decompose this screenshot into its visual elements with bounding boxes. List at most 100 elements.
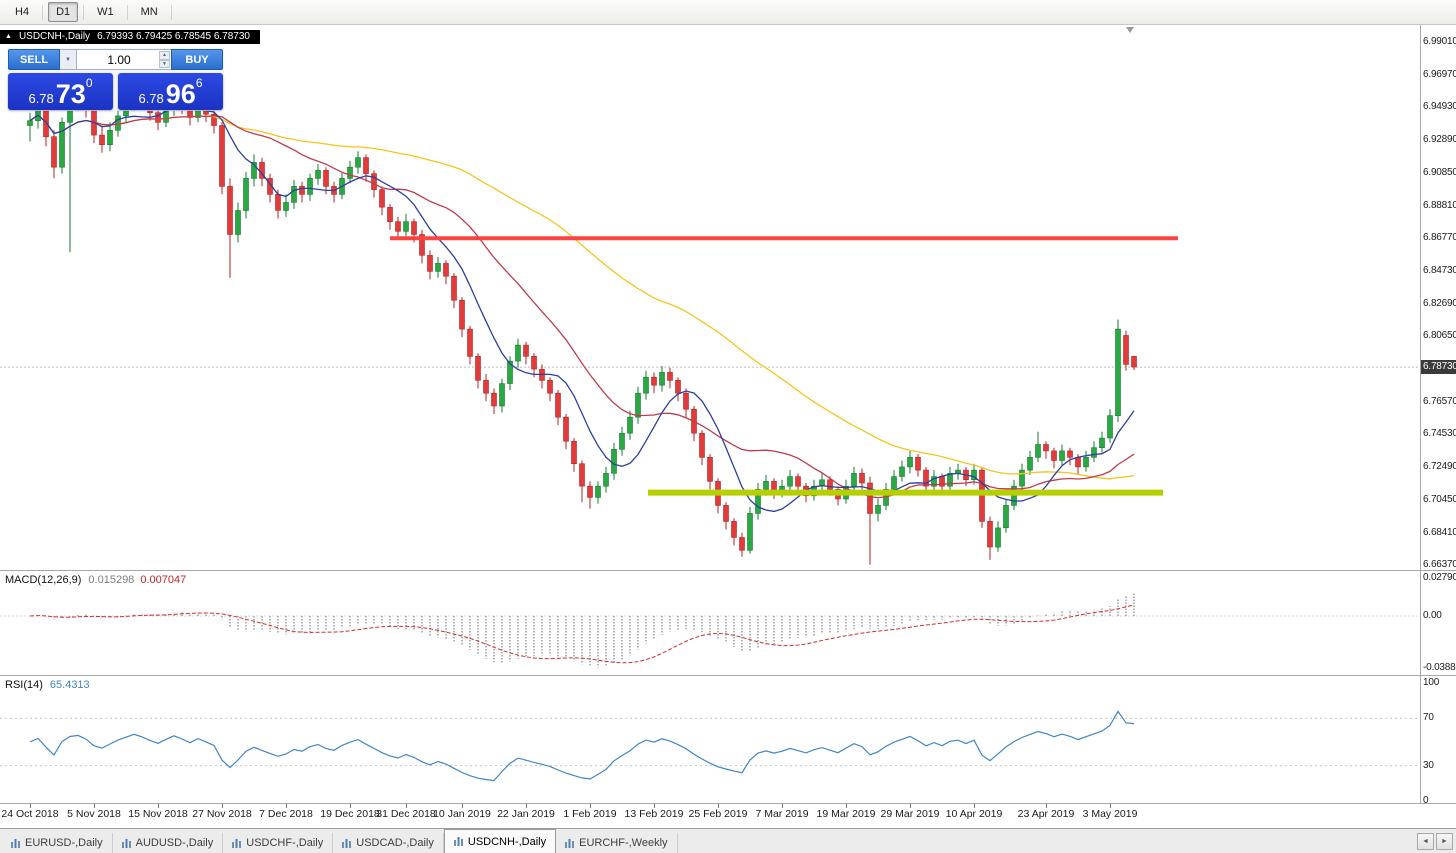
macd-pane[interactable] — [0, 571, 1420, 675]
rsi-name: RSI(14) — [5, 679, 43, 691]
candle-body — [1035, 444, 1041, 458]
chart-ohlc-bar: ▲ USDCNH-,Daily 6.79393 6.79425 6.78545 … — [0, 30, 260, 44]
candle-body — [699, 432, 705, 458]
candle-body — [1107, 415, 1113, 439]
candle-body — [555, 392, 561, 418]
chart-tab-audusd[interactable]: AUDUSD-,Daily — [113, 833, 224, 853]
buy-price-big: 96 — [165, 79, 196, 109]
timeframe-button-h4[interactable]: H4 — [15, 6, 30, 18]
price-axis-label: 6.90850 — [1423, 166, 1456, 178]
buy-button[interactable]: BUY — [171, 49, 223, 70]
time-axis-label: 23 Apr 2019 — [1017, 808, 1075, 820]
volume-down-icon[interactable]: ▼ — [159, 59, 170, 68]
candle-body — [795, 476, 801, 487]
candle-body — [651, 376, 657, 386]
chart-tab-eurusd[interactable]: EURUSD-,Daily — [2, 833, 113, 853]
time-axis-label: 29 Mar 2019 — [880, 808, 940, 820]
tab-scroll-right-button[interactable]: ► — [1436, 833, 1453, 850]
sell-button[interactable]: SELL — [8, 49, 60, 70]
time-axis-label: 7 Mar 2019 — [755, 808, 809, 820]
candle-body — [899, 466, 905, 477]
moving-average-line-21 — [29, 114, 1135, 499]
candle-body — [387, 207, 393, 223]
candle-body — [739, 537, 745, 551]
candle-body — [99, 134, 105, 145]
candle-body — [635, 392, 641, 418]
chart-tab-eurchf[interactable]: EURCHF-,Weekly — [556, 833, 678, 853]
candle-body — [251, 162, 257, 179]
time-axis-label: 22 Jan 2019 — [497, 808, 555, 820]
toolbar-divider — [42, 4, 44, 20]
price-axis-label: 6.66370 — [1423, 559, 1456, 571]
candle-body — [827, 479, 833, 490]
buy-price-sup: 6 — [195, 76, 203, 90]
time-axis-tick — [526, 804, 527, 808]
candle-body — [363, 157, 369, 174]
candle-body — [475, 355, 481, 381]
candle-body — [987, 521, 993, 548]
candle-body — [755, 489, 761, 514]
candle-body — [235, 210, 241, 235]
macd-signal-line — [29, 604, 1135, 664]
candle-body — [323, 170, 329, 187]
chart-tab-usdcnh[interactable]: USDCNH-,Daily — [443, 829, 557, 853]
price-axis-label: 6.99010 — [1423, 36, 1456, 47]
time-axis-tick — [222, 804, 223, 808]
volume-up-icon[interactable]: ▲ — [159, 51, 170, 60]
candle-body — [531, 355, 537, 370]
candle-body — [995, 527, 1001, 548]
candle-body — [467, 328, 473, 357]
candle-body — [227, 186, 233, 235]
candle-body — [675, 380, 681, 394]
candle-body — [1027, 456, 1033, 471]
price-chart-pane[interactable] — [0, 25, 1420, 570]
candle-body — [1011, 485, 1017, 506]
macd-name: MACD(12,26,9) — [5, 574, 82, 586]
candle-body — [1099, 437, 1105, 449]
timeframe-button-mn[interactable]: MN — [140, 6, 158, 18]
macd-main-value: 0.015298 — [88, 574, 135, 586]
chart-tab-usdchf[interactable]: USDCHF-,Daily — [223, 833, 334, 853]
timeframe-button-d1[interactable]: D1 — [48, 2, 79, 22]
candle-body — [435, 263, 441, 272]
price-axis-label: 6.72490 — [1423, 461, 1456, 473]
candle-body — [947, 473, 953, 487]
rsi-axis-label: 70 — [1423, 712, 1434, 724]
macd-indicator-label: MACD(12,26,9) 0.015298 0.007047 — [5, 574, 186, 586]
rsi-value: 65.4313 — [49, 679, 90, 691]
candle-body — [979, 469, 985, 522]
volume-dropdown-icon[interactable]: ▼ — [60, 49, 77, 70]
macd-axis-label: 0.00 — [1423, 610, 1442, 621]
candle-body — [611, 448, 617, 474]
candle-body — [59, 122, 65, 168]
rsi-pane-separator[interactable] — [0, 675, 1456, 676]
chart-tab-usdcad[interactable]: USDCAD-,Daily — [333, 833, 444, 853]
candle-body — [915, 456, 921, 471]
time-axis-tick — [1046, 804, 1047, 808]
candle-body — [579, 463, 585, 487]
timeframe-button-w1[interactable]: W1 — [97, 6, 114, 18]
time-axis-tick — [462, 804, 463, 808]
chart-symbol-period: USDCNH-,Daily — [18, 31, 91, 42]
time-axis-label: 31 Dec 2018 — [376, 808, 436, 820]
tab-label: USDCAD-,Daily — [356, 837, 434, 849]
candle-body — [403, 221, 409, 232]
macd-signal-value: 0.007047 — [140, 574, 187, 586]
candle-body — [787, 476, 793, 487]
time-axis-label: 1 Feb 2019 — [563, 808, 617, 820]
time-axis-tick — [1110, 804, 1111, 808]
candle-body — [451, 275, 457, 301]
buy-price-box[interactable]: 6.78 96 6 — [118, 73, 223, 110]
candle-body — [211, 114, 217, 126]
sell-price-big: 73 — [55, 79, 86, 109]
macd-pane-separator[interactable] — [0, 570, 1456, 571]
tab-label: EURCHF-,Weekly — [579, 837, 668, 849]
tab-scroll-left-button[interactable]: ◄ — [1417, 833, 1434, 850]
time-axis-label: 19 Mar 2019 — [816, 808, 876, 820]
sell-price-box[interactable]: 6.78 73 0 — [8, 73, 113, 110]
volume-input[interactable] — [77, 50, 171, 69]
rsi-pane[interactable] — [0, 676, 1420, 803]
tab-scroll-control: ◄ ► — [1417, 833, 1453, 850]
candle-body — [347, 166, 353, 179]
tab-chart-icon — [11, 838, 20, 848]
